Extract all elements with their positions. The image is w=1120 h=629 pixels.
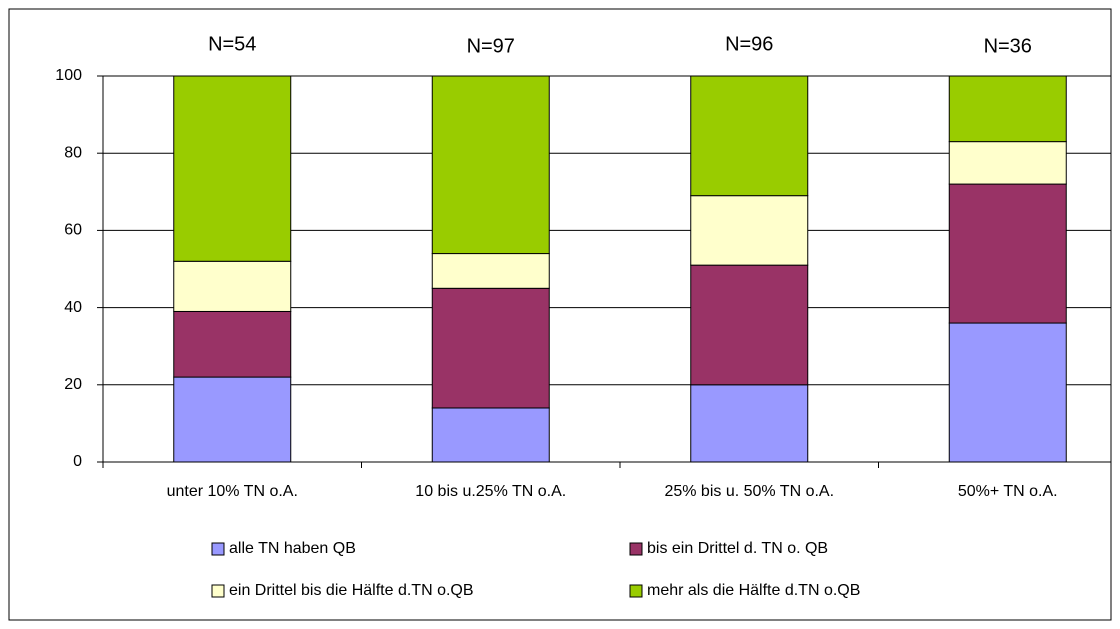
bar-segment <box>690 75 809 197</box>
bar-segment <box>690 384 809 463</box>
y-tick-label: 40 <box>64 299 82 316</box>
legend-swatch <box>629 542 643 556</box>
bar-segment <box>690 195 809 266</box>
y-tick-label: 20 <box>64 376 82 393</box>
bar-segment <box>948 322 1067 463</box>
bar-segment <box>948 141 1067 185</box>
y-tick-label: 80 <box>64 144 82 161</box>
bar-segment <box>431 253 550 289</box>
x-tick-label: 10 bis u.25% TN o.A. <box>415 483 567 500</box>
bar-segment <box>173 260 292 312</box>
legend-swatch <box>211 542 225 556</box>
y-tick-label: 60 <box>64 222 82 239</box>
annotation: N=97 <box>467 35 515 57</box>
annotation: N=36 <box>984 35 1032 57</box>
bar-segment <box>431 75 550 255</box>
bar-segment <box>690 264 809 386</box>
x-tick-label: 50%+ TN o.A. <box>957 483 1058 500</box>
bar-segment <box>431 407 550 463</box>
bar-segment <box>173 75 292 262</box>
bar-segment <box>948 75 1067 143</box>
y-tick-label: 0 <box>73 453 82 470</box>
bar-segment <box>173 310 292 378</box>
y-tick-label: 100 <box>55 67 82 84</box>
x-tick-label: unter 10% TN o.A. <box>166 483 298 500</box>
legend-swatch <box>629 584 643 598</box>
legend-label: ein Drittel bis die Hälfte d.TN o.QB <box>229 582 474 599</box>
legend-label: alle TN haben QB <box>229 540 356 557</box>
bar-segment <box>173 376 292 463</box>
bar-segment <box>431 287 550 409</box>
annotation: N=54 <box>208 33 256 55</box>
x-tick-label: 25% bis u. 50% TN o.A. <box>664 483 835 500</box>
bar-segment <box>948 183 1067 324</box>
legend-swatch <box>211 584 225 598</box>
legend-label: bis ein Drittel d. TN o. QB <box>647 540 828 557</box>
legend-label: mehr als die Hälfte d.TN o.QB <box>647 582 860 599</box>
annotation: N=96 <box>725 33 773 55</box>
